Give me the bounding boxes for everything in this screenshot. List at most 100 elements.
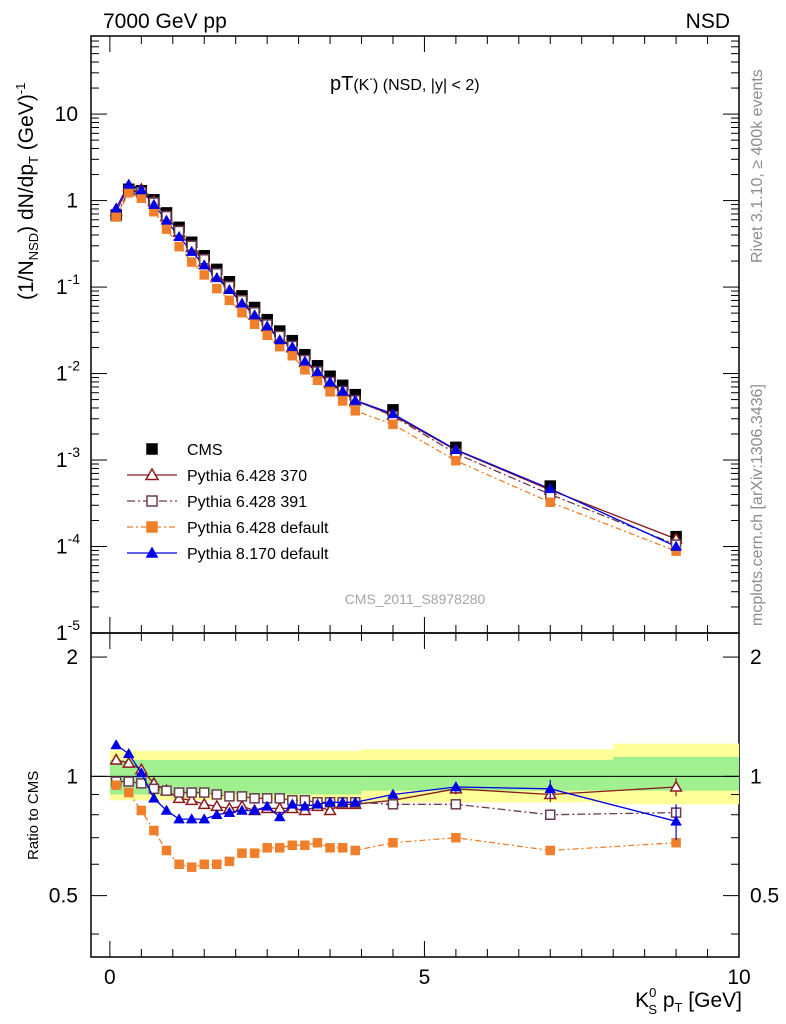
ratio-series-0-point bbox=[669, 780, 683, 792]
ratio-series-0-point bbox=[323, 803, 337, 816]
y-tick-label-main: 1-2 bbox=[56, 358, 80, 386]
main-series-line-2 bbox=[115, 192, 677, 552]
ratio-series-2-point bbox=[388, 837, 398, 848]
ratio-series-1-point bbox=[173, 787, 185, 798]
ratio-series-0-point bbox=[184, 793, 199, 806]
main-series-3-point bbox=[236, 297, 248, 308]
ratio-series-3-point bbox=[173, 813, 185, 824]
ratio-series-3-point bbox=[299, 800, 311, 811]
main-series-3-point bbox=[210, 271, 223, 283]
header-right: NSD bbox=[686, 10, 730, 33]
ratio-series-2-point bbox=[300, 840, 310, 851]
ratio-series-1-point bbox=[123, 776, 134, 787]
legend-marker bbox=[145, 546, 159, 558]
ratio-series-3-point bbox=[248, 804, 261, 815]
ratio-series-3-point bbox=[286, 798, 299, 809]
main-series-3-point bbox=[135, 184, 148, 195]
ratio-series-0-point bbox=[197, 797, 211, 810]
ratio-series-2-point bbox=[174, 859, 184, 869]
legend-label: Pythia 6.428 391 bbox=[187, 494, 307, 511]
ratio-series-1-point bbox=[274, 793, 285, 804]
ratio-series-1-point bbox=[450, 799, 462, 810]
ratio-series-3-point bbox=[135, 767, 148, 778]
ratio-series-3-point bbox=[122, 747, 135, 759]
ratio-series-2-point bbox=[312, 837, 323, 848]
main-series-2-point bbox=[174, 241, 184, 252]
main-series-2-point bbox=[262, 330, 272, 341]
y-tick-label-main: 10 bbox=[55, 103, 78, 126]
ratio-series-3-point bbox=[148, 792, 160, 803]
x-tick-label: 0 bbox=[104, 966, 116, 989]
y-axis-label-main: (1/NNSD) dN/dpT (GeV)-1 bbox=[13, 83, 41, 300]
legend-label: CMS bbox=[187, 442, 223, 459]
legend-label: Pythia 8.170 default bbox=[187, 546, 329, 563]
main-series-3-point bbox=[185, 245, 198, 256]
ratio-series-1-point bbox=[249, 793, 260, 804]
ratio-series-2-point bbox=[451, 832, 461, 843]
ratio-series-1-point bbox=[186, 787, 197, 798]
ratio-series-2-point bbox=[149, 825, 159, 836]
ratio-series-2-point bbox=[249, 848, 260, 858]
ratio-series-2-point bbox=[350, 845, 360, 856]
y-tick-label-ratio: 2 bbox=[66, 646, 78, 669]
title-paren: (K bbox=[353, 77, 369, 94]
main-series-3-point bbox=[198, 259, 211, 270]
main-series-3-point bbox=[336, 385, 349, 396]
ratio-series-1-point bbox=[224, 791, 235, 802]
side-text-lower: mcplots.cern.ch [arXiv:1306.3436] bbox=[749, 384, 766, 626]
ratio-series-2-point bbox=[186, 862, 197, 872]
ratio-series-3-point bbox=[311, 798, 324, 809]
main-series-line-0 bbox=[115, 185, 677, 540]
y-tick-label-ratio-right: 0.5 bbox=[750, 885, 779, 908]
ratio-series-1-point bbox=[236, 791, 248, 802]
main-series-3-point bbox=[324, 376, 336, 387]
y-tick-label-main: 1 bbox=[66, 190, 78, 213]
main-series-3-point bbox=[223, 283, 236, 295]
y-tick-label-main: 1-1 bbox=[56, 271, 80, 299]
ratio-series-2-point bbox=[287, 840, 298, 851]
main-series-3-point bbox=[160, 214, 173, 225]
title-close: ) bbox=[373, 77, 378, 94]
ratio-series-1-point bbox=[161, 785, 172, 796]
ratio-series-0-point bbox=[109, 753, 123, 765]
watermark: CMS_2011_S8978280 bbox=[345, 591, 486, 607]
main-series-2-point bbox=[350, 406, 360, 416]
legend-marker bbox=[146, 521, 158, 533]
x-axis-label: K0 S pT [GeV] bbox=[635, 985, 742, 1017]
chart-title: pT(K-) (NSD, |y| < 2) bbox=[330, 73, 480, 95]
title-main: pT bbox=[330, 73, 353, 95]
ratio-series-1-point bbox=[387, 799, 399, 810]
ratio-series-3-point bbox=[261, 800, 273, 811]
main-series-2-point bbox=[186, 257, 197, 267]
ratio-series-2-point bbox=[274, 843, 285, 853]
legend-marker bbox=[146, 495, 158, 507]
ratio-series-3-point bbox=[210, 808, 223, 820]
main-series-3-point bbox=[450, 443, 462, 455]
ratio-series-3-point bbox=[336, 796, 349, 807]
ratio-series-3-point bbox=[223, 806, 236, 817]
side-text-upper: Rivet 3.1.10, ≥ 400k events bbox=[749, 69, 766, 263]
main-series-3-point bbox=[286, 340, 299, 352]
ratio-series-1-point bbox=[198, 787, 210, 798]
ratio-series-2-point bbox=[212, 859, 222, 869]
main-series-line-3 bbox=[115, 183, 677, 548]
main-frame bbox=[90, 35, 740, 634]
main-series-2-point bbox=[451, 456, 461, 466]
ratio-series-2-point bbox=[337, 843, 348, 853]
y-tick-label-ratio-right: 1 bbox=[750, 765, 762, 788]
main-series-2-point bbox=[337, 396, 348, 406]
ratio-series-0-point bbox=[122, 756, 136, 768]
main-series-3-point bbox=[544, 482, 557, 494]
ratio-series-1-point bbox=[211, 789, 223, 800]
main-series-3-point bbox=[261, 320, 273, 331]
y-tick-label-ratio: 1 bbox=[66, 765, 78, 788]
ratio-series-3-point bbox=[387, 788, 399, 799]
ratio-series-2-point bbox=[199, 859, 209, 869]
ratio-series-3-point bbox=[236, 804, 248, 815]
legend-marker bbox=[144, 467, 160, 481]
main-series-2-point bbox=[212, 283, 222, 294]
main-series-3-point bbox=[349, 394, 362, 405]
main-series-3-point bbox=[122, 178, 135, 189]
legend-label: Pythia 6.428 default bbox=[187, 520, 329, 537]
